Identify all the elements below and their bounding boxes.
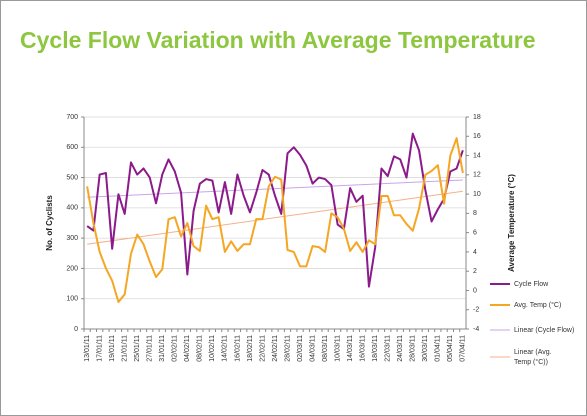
y2-tick-label: 10 xyxy=(473,191,481,198)
x-tick-label: 25/01/11 xyxy=(134,335,141,362)
x-tick-label: 16/03/11 xyxy=(360,335,367,362)
x-tick-label: 19/01/11 xyxy=(109,335,116,362)
y2-tick-label: 0 xyxy=(473,287,477,294)
trend-line xyxy=(87,179,463,198)
x-tick-label: 28/03/11 xyxy=(410,335,417,362)
y-tick-label: 100 xyxy=(66,296,78,303)
x-tick-label: 10/02/11 xyxy=(209,335,216,362)
y-tick-label: 500 xyxy=(66,174,78,181)
y2-tick-label: -2 xyxy=(473,307,479,314)
x-tick-label: 24/02/11 xyxy=(272,335,279,362)
y-tick-label: 200 xyxy=(66,265,78,272)
legend-label: Avg. Temp (°C) xyxy=(514,301,561,309)
y2-tick-label: 8 xyxy=(473,210,477,217)
y-tick-label: 300 xyxy=(66,235,78,242)
x-tick-label: 01/04/11 xyxy=(435,335,442,362)
x-tick-label: 17/01/11 xyxy=(96,335,103,362)
series-line xyxy=(86,132,464,288)
legend-label-part: Linear (Avg. xyxy=(514,349,552,356)
x-tick-label: 28/02/11 xyxy=(284,335,291,362)
y-tick-label: 700 xyxy=(66,114,78,121)
y2-tick-label: -4 xyxy=(473,326,479,333)
series-line xyxy=(86,137,464,304)
x-tick-label: 14/02/11 xyxy=(222,335,229,362)
y2-tick-label: 6 xyxy=(473,229,477,236)
x-tick-label: 18/03/11 xyxy=(372,335,379,362)
x-tick-label: 22/03/11 xyxy=(385,335,392,362)
x-tick-label: 08/02/11 xyxy=(197,335,204,362)
x-tick-label: 22/02/11 xyxy=(259,335,266,362)
x-tick-label: 10/03/11 xyxy=(334,335,341,362)
x-tick-label: 05/04/11 xyxy=(447,335,454,362)
chart-title: Cycle Flow Variation with Average Temper… xyxy=(20,27,536,53)
y2-tick-label: 14 xyxy=(473,152,481,159)
x-tick-label: 04/03/11 xyxy=(309,335,316,362)
legend-label-part: Temp (°C)) xyxy=(514,358,548,366)
x-tick-label: 07/04/11 xyxy=(460,335,467,362)
x-tick-label: 02/03/11 xyxy=(297,335,304,362)
x-tick-label: 30/03/11 xyxy=(422,335,429,362)
x-tick-label: 02/02/11 xyxy=(172,335,179,362)
y-tick-label: 400 xyxy=(66,205,78,212)
legend-label: Cycle Flow xyxy=(514,281,549,288)
y-axis-title: No. of Cyclists xyxy=(45,195,54,251)
x-tick-label: 27/01/11 xyxy=(147,335,154,362)
x-tick-label: 14/03/11 xyxy=(347,335,354,362)
x-tick-label: 16/02/11 xyxy=(234,335,241,362)
legend-label: Linear (Avg. Temp (°C)) xyxy=(514,349,552,366)
x-tick-label: 24/03/11 xyxy=(397,335,404,362)
x-tick-label: 04/02/11 xyxy=(184,335,191,362)
trend-line xyxy=(87,190,463,245)
y2-tick-label: 16 xyxy=(473,133,481,140)
x-tick-label: 21/01/11 xyxy=(122,335,129,362)
y2-tick-label: 2 xyxy=(473,268,477,275)
x-tick-label: 31/01/11 xyxy=(159,335,166,362)
legend-label: Linear (Cycle Flow) xyxy=(514,327,574,334)
x-tick-label: 13/01/11 xyxy=(84,335,91,362)
y2-tick-label: 4 xyxy=(473,249,477,256)
x-tick-label: 08/03/11 xyxy=(322,335,329,362)
y2-tick-label: 18 xyxy=(473,114,481,121)
y-tick-label: 0 xyxy=(74,326,78,333)
y-tick-label: 600 xyxy=(66,144,78,151)
y2-axis-title: Average Temperature (°C) xyxy=(507,174,516,272)
y2-tick-label: 12 xyxy=(473,172,481,179)
x-tick-label: 18/02/11 xyxy=(247,335,254,362)
